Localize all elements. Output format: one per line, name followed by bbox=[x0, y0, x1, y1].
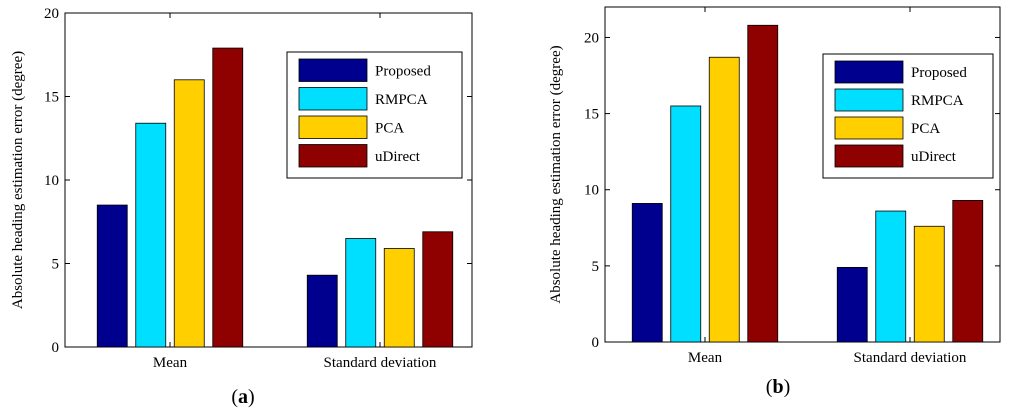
x-category-label: Standard deviation bbox=[324, 355, 437, 371]
bar-rmpca-mean bbox=[670, 105, 702, 343]
legend: Proposed RMPCA PCA uDirect bbox=[822, 53, 994, 179]
y-tick-label: 20 bbox=[584, 30, 599, 46]
y-tick-label: 10 bbox=[44, 173, 59, 189]
y-tick-label: 5 bbox=[592, 259, 600, 275]
y-tick-label: 0 bbox=[592, 335, 600, 351]
legend-label-pca: PCA bbox=[375, 120, 404, 136]
legend-swatch-proposed bbox=[834, 60, 904, 84]
x-category-label: Mean bbox=[688, 350, 723, 366]
bar-udirect-std bbox=[422, 231, 454, 348]
legend-label-udirect: uDirect bbox=[375, 149, 421, 165]
legend: Proposed RMPCA PCA uDirect bbox=[286, 51, 463, 179]
y-axis-label: Absolute heading estimation error (degre… bbox=[10, 51, 26, 309]
legend-swatch-proposed bbox=[298, 58, 368, 82]
bar-udirect-std bbox=[952, 199, 984, 343]
legend-label-rmpca: RMPCA bbox=[375, 92, 428, 108]
bar-pca-std bbox=[383, 248, 415, 348]
legend-swatch-udirect bbox=[834, 144, 904, 168]
legend-label-proposed: Proposed bbox=[375, 63, 431, 79]
y-axis-label: Absolute heading estimation error (degre… bbox=[548, 45, 564, 303]
y-tick-label: 0 bbox=[52, 340, 60, 356]
legend-label-rmpca: RMPCA bbox=[911, 93, 964, 109]
legend-swatch-pca bbox=[298, 115, 368, 139]
bar-pca-mean bbox=[708, 56, 740, 343]
panel-label: (a) bbox=[231, 386, 254, 408]
chart-panel-b: 0 5 10 15 20 Mean Standard deviation Absolute h… bbox=[548, 6, 1001, 398]
x-category-label: Standard deviation bbox=[854, 350, 967, 366]
bar-proposed-std bbox=[836, 266, 868, 343]
bar-pca-mean bbox=[173, 79, 205, 348]
legend-swatch-pca bbox=[834, 116, 904, 140]
bar-rmpca-std bbox=[345, 238, 377, 348]
legend-label-proposed: Proposed bbox=[911, 65, 967, 81]
legend-swatch-udirect bbox=[298, 144, 368, 168]
panel-label: (b) bbox=[766, 376, 790, 398]
bar-proposed-mean bbox=[96, 204, 128, 348]
legend-swatch-rmpca bbox=[834, 88, 904, 112]
bar-udirect-mean bbox=[747, 24, 779, 343]
chart-panel-a: 0 5 10 15 20 Mean Standard deviation Absolute h… bbox=[10, 6, 473, 408]
y-tick-label: 15 bbox=[44, 90, 59, 106]
y-tick-label: 15 bbox=[584, 107, 599, 123]
legend-label-pca: PCA bbox=[911, 121, 940, 137]
bar-pca-std bbox=[913, 225, 945, 343]
axes-box bbox=[604, 6, 1001, 343]
legend-swatch-rmpca bbox=[298, 87, 368, 111]
bar-udirect-mean bbox=[212, 47, 244, 348]
legend-label-udirect: uDirect bbox=[911, 149, 957, 165]
y-tick-label: 5 bbox=[52, 257, 60, 273]
bar-proposed-std bbox=[306, 274, 338, 348]
y-tick-label: 20 bbox=[44, 6, 59, 22]
bar-rmpca-std bbox=[875, 210, 907, 343]
bar-rmpca-mean bbox=[135, 122, 167, 348]
x-category-label: Mean bbox=[153, 355, 188, 371]
y-tick-label: 10 bbox=[584, 183, 599, 199]
bar-proposed-mean bbox=[631, 203, 663, 343]
